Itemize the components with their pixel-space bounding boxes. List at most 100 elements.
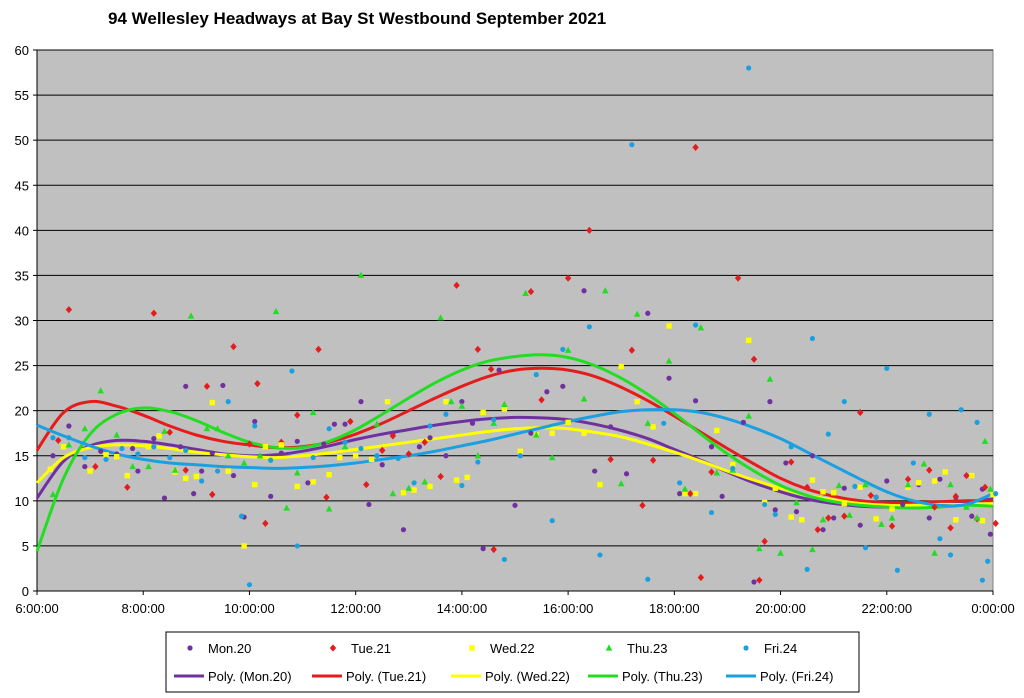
data-point [852, 483, 858, 490]
data-point [878, 520, 885, 527]
data-point [411, 480, 417, 486]
data-point [326, 471, 332, 478]
trendline-thu-23 [35, 353, 994, 552]
legend-trend-entry: Poly. (Mon.20) [174, 669, 292, 684]
data-point [103, 452, 109, 458]
data-point [214, 468, 221, 474]
data-point [294, 438, 300, 444]
data-point [293, 469, 301, 476]
series-tue-21 [55, 143, 999, 584]
x-tick-label: 14:00:00 [437, 601, 488, 616]
data-point [97, 387, 105, 394]
data-point [166, 428, 173, 436]
y-tick-label: 10 [15, 494, 29, 509]
y-tick-label: 60 [15, 43, 29, 58]
data-point [66, 423, 72, 429]
data-point [692, 490, 699, 497]
data-point [124, 483, 131, 491]
data-point [681, 485, 689, 492]
data-point [294, 411, 301, 419]
data-point [65, 306, 73, 314]
data-point [443, 453, 449, 459]
data-point [687, 490, 694, 498]
data-point [487, 365, 495, 373]
data-point [405, 484, 413, 491]
data-point [331, 421, 338, 427]
data-point [145, 444, 152, 450]
data-point [238, 513, 245, 519]
data-point [167, 454, 173, 461]
data-point [342, 439, 348, 445]
data-point [564, 346, 572, 353]
data-point [926, 466, 933, 474]
legend-label: Poly. (Mon.20) [208, 669, 292, 684]
data-point [384, 398, 391, 405]
data-point [756, 545, 763, 552]
data-point [289, 368, 295, 374]
y-tick-label: 0 [22, 584, 29, 599]
data-point [841, 512, 848, 520]
x-tick-label: 0:00:00 [971, 601, 1014, 616]
x-tick-label: 6:00:00 [15, 601, 58, 616]
data-point [973, 514, 981, 521]
data-point [804, 566, 810, 572]
data-point [633, 310, 641, 317]
data-point [474, 452, 482, 459]
data-point [617, 480, 625, 487]
x-tick-label: 16:00:00 [543, 601, 594, 616]
data-point [719, 493, 725, 499]
x-tick-label: 22:00:00 [861, 601, 912, 616]
data-point [474, 345, 482, 353]
data-point [294, 483, 300, 490]
data-point [888, 522, 896, 530]
data-point [203, 425, 211, 432]
legend-label: Thu.23 [627, 641, 667, 656]
data-point [283, 504, 290, 511]
data-point [161, 427, 168, 435]
data-point [788, 514, 794, 520]
data-point [713, 469, 721, 476]
data-point [443, 411, 449, 417]
data-point [841, 500, 847, 507]
data-point [987, 485, 994, 492]
data-point [888, 514, 896, 521]
data-point [746, 65, 752, 71]
data-point [501, 406, 508, 412]
data-point [47, 466, 53, 472]
data-point [464, 474, 470, 481]
data-point [241, 543, 247, 549]
data-point [113, 431, 120, 438]
data-point [305, 480, 311, 486]
data-point [405, 450, 412, 458]
data-point [830, 490, 837, 496]
data-point [50, 453, 56, 459]
data-point [963, 471, 970, 480]
legend-label: Poly. (Fri.24) [760, 669, 833, 684]
data-point [209, 490, 216, 499]
data-point [98, 448, 104, 454]
data-point [325, 505, 333, 512]
data-point [262, 444, 269, 450]
data-point [772, 507, 778, 513]
legend-label: Poly. (Thu.23) [622, 669, 703, 684]
data-point [490, 419, 498, 426]
data-point [809, 335, 816, 342]
legend-box [165, 631, 860, 693]
data-point [254, 380, 261, 388]
data-point [915, 480, 922, 486]
data-point [252, 418, 258, 425]
data-point [252, 481, 258, 488]
data-point [135, 451, 141, 457]
data-point [756, 576, 763, 584]
data-point [129, 462, 136, 470]
data-point [734, 274, 742, 282]
legend-trend-entry: Poly. (Wed.22) [451, 669, 570, 684]
data-point [884, 478, 890, 484]
data-point [447, 398, 455, 405]
data-point [182, 466, 189, 474]
legend-entry: Tue.21 [329, 641, 391, 656]
data-point [357, 271, 365, 279]
y-tick-label: 15 [15, 449, 29, 464]
data-point [66, 435, 72, 441]
data-point [225, 399, 231, 405]
